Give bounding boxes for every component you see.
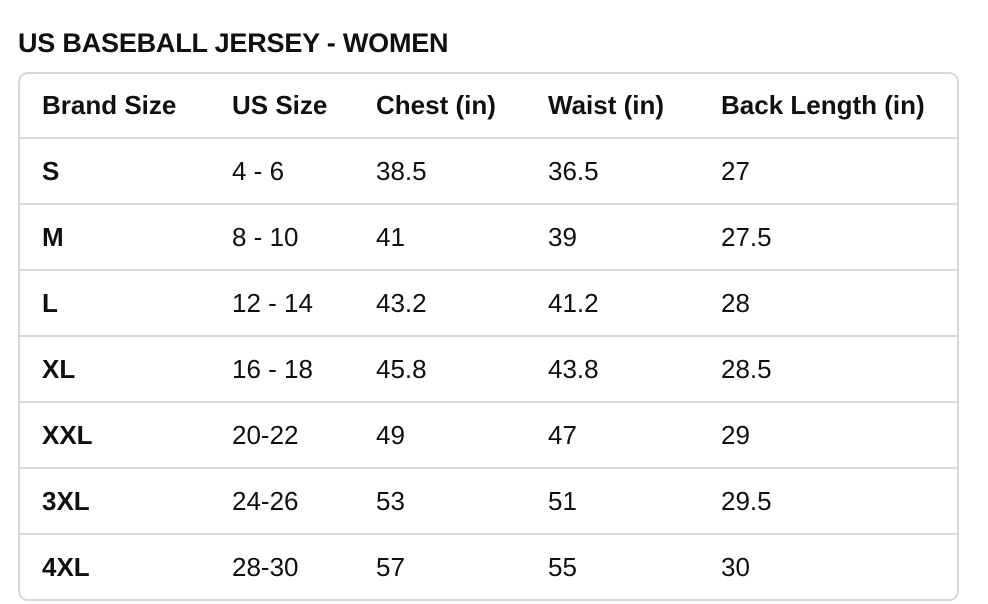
cell-waist-in: 39 (548, 221, 577, 252)
cell-chest-in: 43.2 (376, 287, 427, 318)
cell-chest-in: 57 (376, 551, 405, 582)
column-header-us-size: US Size (232, 90, 328, 120)
cell-back-length-in: 29.5 (721, 485, 772, 516)
cell-brand-size: M (42, 221, 64, 252)
cell-back-length-in: 28.5 (721, 353, 772, 384)
table-row: L 12 - 14 43.2 41.2 28 (20, 270, 957, 336)
cell-chest-in: 53 (376, 485, 405, 516)
cell-us-size: 8 - 10 (232, 221, 299, 252)
size-table-body: S 4 - 6 38.5 36.5 27 M 8 - 10 41 39 27.5 L 12 - 14 4… (20, 138, 957, 599)
cell-us-size: 12 - 14 (232, 287, 313, 318)
cell-brand-size: XXL (42, 419, 93, 450)
cell-chest-in: 45.8 (376, 353, 427, 384)
table-row: 3XL 24-26 53 51 29.5 (20, 468, 957, 534)
cell-back-length-in: 29 (721, 419, 750, 450)
column-header-back-length: Back Length (in) (721, 90, 925, 120)
table-row: M 8 - 10 41 39 27.5 (20, 204, 957, 270)
cell-brand-size: S (42, 155, 60, 186)
cell-waist-in: 36.5 (548, 155, 599, 186)
cell-waist-in: 55 (548, 551, 577, 582)
cell-waist-in: 41.2 (548, 287, 599, 318)
table-row: XXL 20-22 49 47 29 (20, 402, 957, 468)
cell-brand-size: XL (42, 353, 76, 384)
header-row: Brand Size US Size Chest (in) Waist (in)… (20, 74, 957, 138)
cell-back-length-in: 28 (721, 287, 750, 318)
cell-us-size: 4 - 6 (232, 155, 285, 186)
cell-back-length-in: 30 (721, 551, 750, 582)
cell-us-size: 20-22 (232, 419, 299, 450)
cell-back-length-in: 27.5 (721, 221, 772, 252)
cell-chest-in: 38.5 (376, 155, 427, 186)
cell-waist-in: 51 (548, 485, 577, 516)
size-table: Brand Size US Size Chest (in) Waist (in)… (20, 74, 957, 599)
cell-waist-in: 47 (548, 419, 577, 450)
size-table-card: Brand Size US Size Chest (in) Waist (in)… (18, 72, 959, 601)
size-table-header: Brand Size US Size Chest (in) Waist (in)… (20, 74, 957, 138)
table-row: XL 16 - 18 45.8 43.8 28.5 (20, 336, 957, 402)
table-row: 4XL 28-30 57 55 30 (20, 534, 957, 599)
column-header-brand-size: Brand Size (42, 90, 177, 120)
cell-us-size: 24-26 (232, 485, 299, 516)
cell-back-length-in: 27 (721, 155, 750, 186)
cell-chest-in: 49 (376, 419, 405, 450)
cell-brand-size: L (42, 287, 58, 318)
cell-us-size: 16 - 18 (232, 353, 313, 384)
cell-waist-in: 43.8 (548, 353, 599, 384)
page-title: US BASEBALL JERSEY - WOMEN (18, 28, 449, 59)
column-header-chest: Chest (in) (376, 90, 496, 120)
column-header-waist: Waist (in) (548, 90, 665, 120)
cell-chest-in: 41 (376, 221, 405, 252)
cell-brand-size: 3XL (42, 485, 90, 516)
table-row: S 4 - 6 38.5 36.5 27 (20, 138, 957, 204)
cell-brand-size: 4XL (42, 551, 90, 582)
cell-us-size: 28-30 (232, 551, 299, 582)
